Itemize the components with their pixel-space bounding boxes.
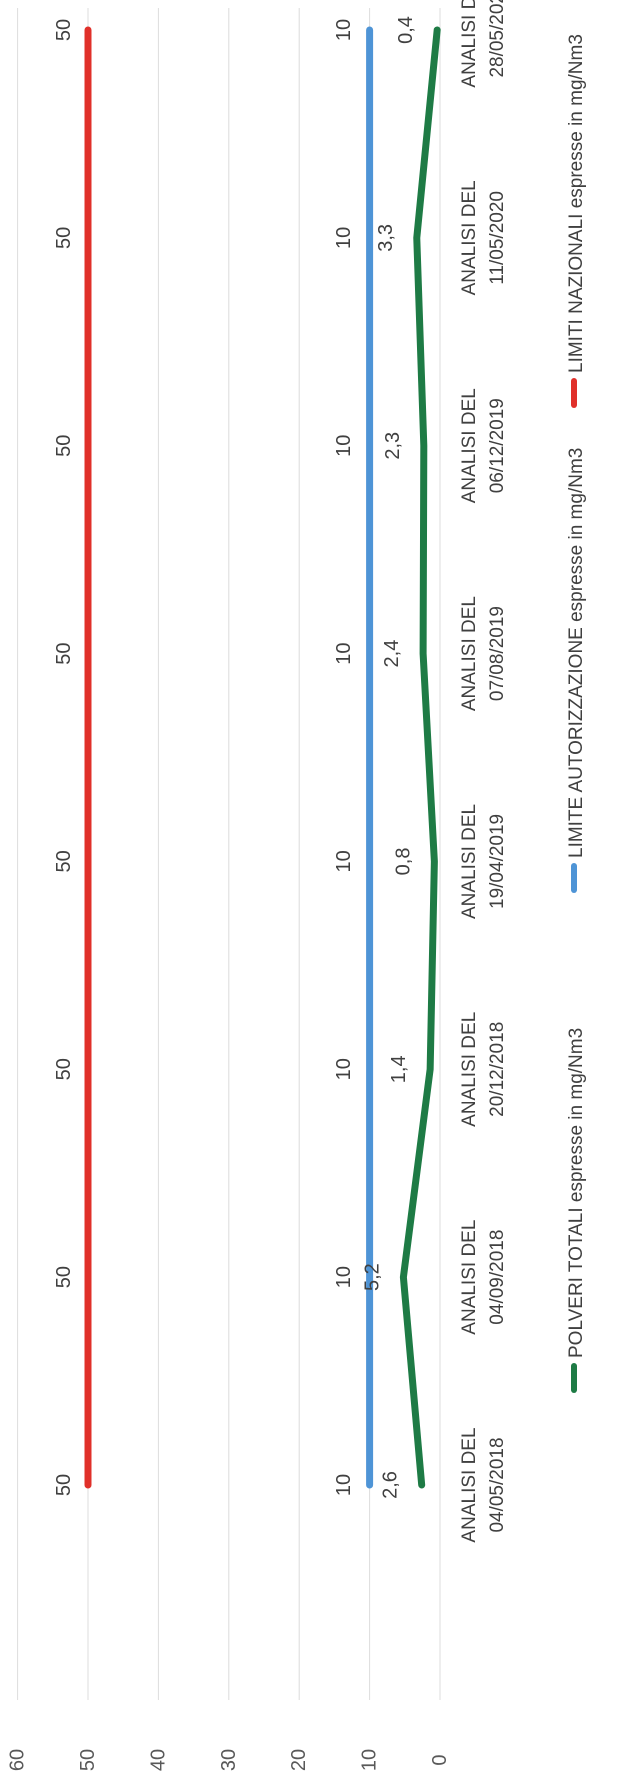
y-tick-labels: 0 10 20 30 40 50 60 xyxy=(7,1749,451,1771)
category-label: 04/05/2018 xyxy=(487,1437,508,1532)
data-label: 10 xyxy=(333,19,355,41)
y-tick-label: 0 xyxy=(429,1754,451,1765)
data-label: 3,3 xyxy=(375,224,397,252)
data-label: 10 xyxy=(333,227,355,249)
data-label: 0,8 xyxy=(392,848,414,876)
category-label: ANALISI DEL xyxy=(459,388,480,503)
category-label: 28/05/2021 xyxy=(487,0,508,78)
y-tick-label: 10 xyxy=(359,1749,381,1771)
category-label: ANALISI DEL xyxy=(459,1427,480,1542)
y-tick-label: 30 xyxy=(218,1749,240,1771)
data-label: 10 xyxy=(333,435,355,457)
y-tick-label: 40 xyxy=(147,1749,169,1771)
data-label: 10 xyxy=(333,1474,355,1496)
category-label: ANALISI DEL xyxy=(459,1220,480,1335)
legend: POLVERI TOTALI espresse in mg/Nm3 LIMITE … xyxy=(566,34,587,1393)
data-label: 50 xyxy=(53,1474,75,1496)
category-label: 04/09/2018 xyxy=(487,1230,508,1325)
category-label: 19/04/2019 xyxy=(487,814,508,909)
y-tick-label: 50 xyxy=(77,1749,99,1771)
data-label: 50 xyxy=(53,642,75,664)
category-label: 06/12/2019 xyxy=(487,398,508,493)
data-label: 50 xyxy=(53,19,75,41)
legend-label: LIMITE AUTORIZZAZIONE espresse in mg/Nm3 xyxy=(566,448,587,858)
data-label: 50 xyxy=(53,1266,75,1288)
data-label: 50 xyxy=(53,435,75,457)
category-label: 07/08/2019 xyxy=(487,606,508,701)
data-label: 2,4 xyxy=(381,640,403,668)
category-labels: ANALISI DEL 04/05/2018 ANALISI DEL 04/09/20… xyxy=(459,0,508,1543)
data-label: 10 xyxy=(333,642,355,664)
category-label: ANALISI DEL xyxy=(459,1012,480,1127)
data-label: 10 xyxy=(333,1058,355,1080)
series-line xyxy=(399,26,441,1489)
legend-label: LIMITI NAZIONALI espresse in mg/Nm3 xyxy=(566,34,587,373)
data-labels: 2,6 5,2 1,4 0,8 2,4 2,3 3,3 0,4 10 10 10 10 10 10 10 10… xyxy=(53,16,417,1499)
gridlines xyxy=(17,8,441,1700)
data-label: 50 xyxy=(53,1058,75,1080)
data-label: 5,2 xyxy=(361,1263,383,1291)
category-label: ANALISI DEL xyxy=(459,804,480,919)
y-tick-label: 60 xyxy=(7,1749,29,1771)
category-label: 20/12/2018 xyxy=(487,1022,508,1117)
data-label: 2,6 xyxy=(380,1471,402,1499)
data-label: 50 xyxy=(53,850,75,872)
data-label: 50 xyxy=(53,227,75,249)
data-label: 0,4 xyxy=(395,16,417,44)
category-label: ANALISI DEL xyxy=(459,0,480,88)
data-label: 1,4 xyxy=(388,1055,410,1083)
legend-label: POLVERI TOTALI espresse in mg/Nm3 xyxy=(566,1028,587,1358)
y-tick-label: 20 xyxy=(288,1749,310,1771)
category-label: ANALISI DEL xyxy=(459,180,480,295)
data-label: 10 xyxy=(333,1266,355,1288)
data-label: 2,3 xyxy=(382,432,404,460)
category-label: ANALISI DEL xyxy=(459,596,480,711)
category-label: 11/05/2020 xyxy=(487,191,508,285)
data-label: 10 xyxy=(333,850,355,872)
